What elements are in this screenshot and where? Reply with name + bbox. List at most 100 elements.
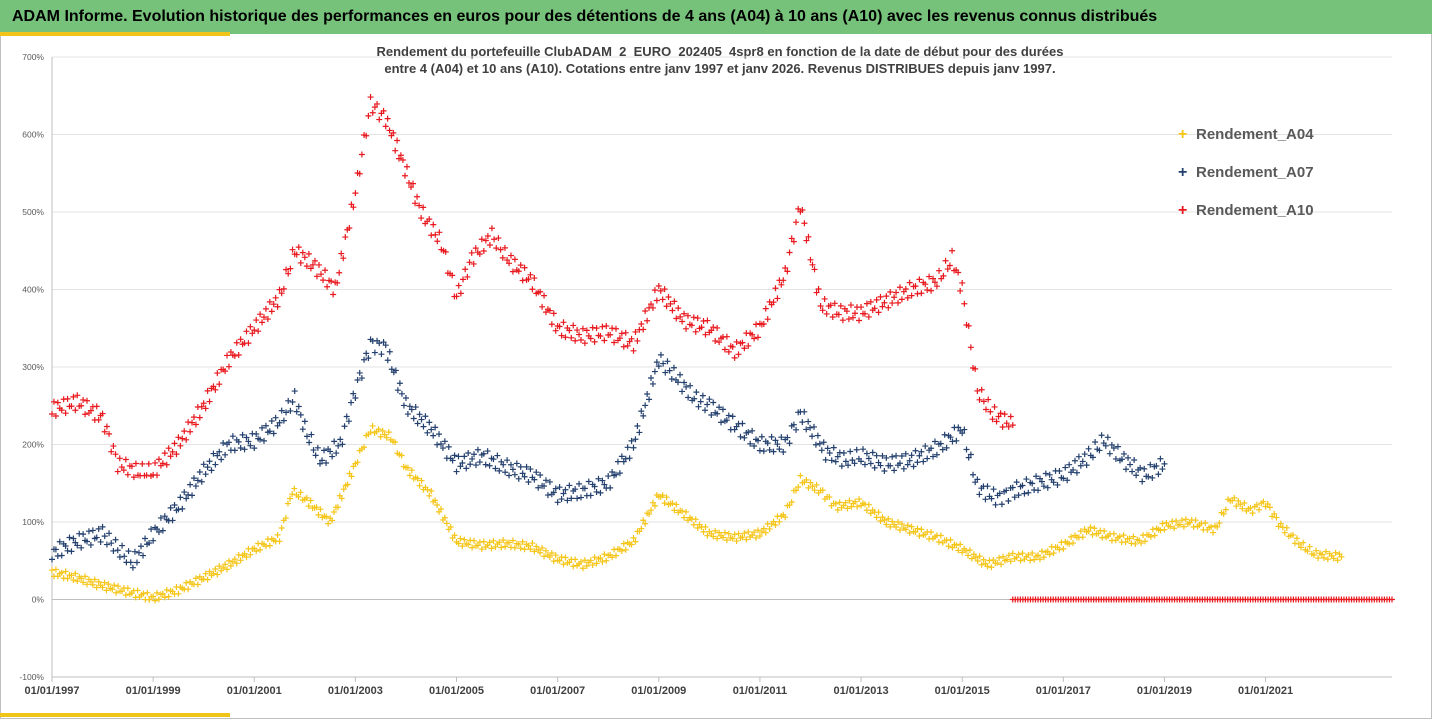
- point-rendement-a10: [587, 335, 594, 342]
- point-rendement-a04: [196, 573, 203, 580]
- point-rendement-a04: [854, 503, 861, 510]
- point-rendement-a07: [1141, 465, 1148, 472]
- point-rendement-a07: [436, 431, 443, 438]
- point-rendement-a04: [210, 570, 217, 577]
- point-rendement-a04: [354, 459, 361, 466]
- point-rendement-a07: [486, 462, 493, 469]
- point-rendement-a04: [1005, 552, 1012, 559]
- point-rendement-a10: [574, 327, 581, 334]
- point-rendement-a04: [996, 554, 1003, 561]
- point-rendement-a04: [620, 540, 627, 547]
- point-rendement-a04: [1180, 523, 1187, 530]
- point-rendement-a04: [1163, 519, 1170, 526]
- point-rendement-a10: [788, 235, 795, 242]
- point-rendement-a10: [507, 252, 514, 259]
- point-rendement-a07: [333, 450, 340, 457]
- point-rendement-a04: [1015, 551, 1022, 558]
- point-rendement-a07: [974, 476, 981, 483]
- point-rendement-a04: [1277, 520, 1284, 527]
- point-rendement-a07: [599, 477, 606, 484]
- point-rendement-a07: [906, 457, 913, 464]
- point-rendement-a04: [1222, 506, 1229, 513]
- point-rendement-a07: [585, 478, 592, 485]
- point-rendement-a07: [371, 349, 378, 356]
- point-rendement-a10: [673, 315, 680, 322]
- point-rendement-a07: [523, 463, 530, 470]
- point-rendement-a07: [1025, 489, 1032, 496]
- point-rendement-a10: [583, 327, 590, 334]
- point-rendement-a10: [980, 398, 987, 405]
- point-rendement-a10: [786, 249, 793, 256]
- point-rendement-a04: [1161, 526, 1168, 533]
- point-rendement-a07: [253, 430, 260, 437]
- point-rendement-a04: [237, 557, 244, 564]
- point-rendement-a10: [731, 354, 738, 361]
- point-rendement-a04: [1044, 548, 1051, 555]
- point-rendement-a04: [593, 560, 600, 567]
- point-rendement-a07: [293, 408, 300, 415]
- point-rendement-a04: [618, 547, 625, 554]
- point-rendement-a07: [319, 457, 326, 464]
- point-rendement-a07: [103, 541, 110, 548]
- point-rendement-a07: [1110, 445, 1117, 452]
- point-rendement-a04: [1283, 524, 1290, 531]
- point-rendement-a10: [659, 296, 666, 303]
- point-rendement-a07: [754, 437, 761, 444]
- point-rendement-a04: [916, 532, 923, 539]
- point-rendement-a04: [1310, 551, 1317, 558]
- point-rendement-a07: [896, 460, 903, 467]
- point-rendement-a07: [1062, 464, 1069, 471]
- point-rendement-a10: [931, 279, 938, 286]
- point-rendement-a07: [196, 468, 203, 475]
- point-rendement-a07: [192, 483, 199, 490]
- point-rendement-a04: [1266, 504, 1273, 511]
- point-rendement-a04: [968, 555, 975, 562]
- point-rendement-a07: [494, 452, 501, 459]
- point-rendement-a04: [1087, 524, 1094, 531]
- point-rendement-a07: [758, 433, 765, 440]
- point-rendement-a04: [1271, 510, 1278, 517]
- point-rendement-a07: [295, 403, 302, 410]
- legend-label-a07: Rendement_A07: [1196, 164, 1314, 181]
- point-rendement-a04: [93, 584, 100, 591]
- point-rendement-a04: [893, 524, 900, 531]
- point-rendement-a10: [390, 129, 397, 136]
- point-rendement-a07: [704, 401, 711, 408]
- chart-title-line-1: Rendement du portefeuille ClubADAM_2_EUR…: [376, 44, 1064, 59]
- point-rendement-a10: [926, 273, 933, 280]
- point-rendement-a04: [1295, 540, 1302, 547]
- point-rendement-a07: [161, 513, 168, 520]
- point-rendement-a10: [405, 179, 412, 186]
- point-rendement-a07: [420, 423, 427, 430]
- point-rendement-a07: [764, 440, 771, 447]
- point-rendement-a07: [1137, 464, 1144, 471]
- point-rendement-a04: [115, 583, 122, 590]
- accent-bar-bottom: [0, 713, 230, 717]
- point-rendement-a10: [464, 273, 471, 280]
- point-rendement-a04: [856, 496, 863, 503]
- point-rendement-a07: [920, 458, 927, 465]
- point-rendement-a04: [556, 557, 563, 564]
- point-rendement-a10: [991, 403, 998, 410]
- point-rendement-a10: [985, 396, 992, 403]
- point-rendement-a10: [476, 250, 483, 257]
- point-rendement-a07: [1153, 462, 1160, 469]
- x-tick-label: 01/01/1997: [24, 685, 79, 697]
- point-rendement-a10: [989, 416, 996, 423]
- point-rendement-a10: [224, 352, 231, 359]
- point-rendement-a04: [64, 575, 71, 582]
- point-rendement-a04: [506, 539, 513, 546]
- point-rendement-a07: [556, 484, 563, 491]
- point-rendement-a07: [404, 411, 411, 418]
- point-rendement-a10: [245, 340, 252, 347]
- point-rendement-a10: [638, 320, 645, 327]
- point-rendement-a04: [805, 484, 812, 491]
- point-rendement-a07: [108, 540, 115, 547]
- point-rendement-a10: [80, 396, 87, 403]
- point-rendement-a04: [949, 544, 956, 551]
- point-rendement-a10: [821, 295, 828, 302]
- point-rendement-a10: [466, 259, 473, 266]
- point-rendement-a04: [478, 546, 485, 553]
- point-rendement-a07: [68, 548, 75, 555]
- point-rendement-a10: [152, 459, 159, 466]
